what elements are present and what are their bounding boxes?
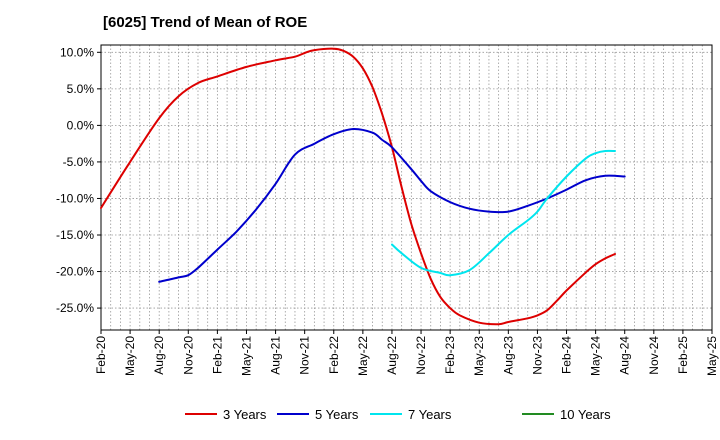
x-tick-label: May-23 <box>472 336 486 376</box>
y-tick-label: 5.0% <box>67 82 95 96</box>
y-tick-label: -15.0% <box>56 228 94 242</box>
y-tick-label: -20.0% <box>56 265 94 279</box>
x-tick-label: May-25 <box>705 336 719 376</box>
x-tick-label: Nov-22 <box>414 336 428 375</box>
x-tick-label: Feb-22 <box>327 336 341 374</box>
x-tick-label: Feb-24 <box>560 336 574 374</box>
x-tick-label: Aug-21 <box>269 336 283 375</box>
series-lines <box>100 47 626 326</box>
x-tick-label: Feb-21 <box>210 336 224 374</box>
x-tick-label: May-21 <box>239 336 253 376</box>
y-tick-label: -25.0% <box>56 301 94 315</box>
y-tick-labels: 10.0% 5.0% 0.0% -5.0% -10.0% -15.0% -20.0% -25.… <box>56 45 94 315</box>
x-tick-label: Nov-21 <box>298 336 312 375</box>
x-tick-label: Feb-23 <box>443 336 457 374</box>
x-tick-label: Nov-24 <box>647 336 661 375</box>
legend-label: 3 Years <box>223 407 267 422</box>
plot-frame <box>100 44 713 331</box>
x-tick-label: Aug-24 <box>618 336 632 375</box>
x-tick-label: Aug-20 <box>152 336 166 375</box>
y-tick-label: 10.0% <box>60 45 94 59</box>
x-tick-label: Nov-20 <box>181 336 195 375</box>
series-line-5-years <box>158 127 626 283</box>
y-tick-label: -10.0% <box>56 191 94 205</box>
x-tick-label: May-24 <box>589 336 603 376</box>
series-line-3-years <box>100 47 616 326</box>
y-tick-label: -5.0% <box>63 155 95 169</box>
legend-label: 10 Years <box>560 407 611 422</box>
legend-label: 7 Years <box>408 407 452 422</box>
x-tick-label: Feb-20 <box>94 336 108 374</box>
x-tick-label: Aug-23 <box>501 336 515 375</box>
x-tick-labels: Feb-20 May-20 Aug-20 Nov-20 Feb-21 May-21 Aug-… <box>94 336 719 376</box>
series-line-7-years <box>391 149 616 277</box>
grid-lines <box>101 45 712 330</box>
legend-label: 5 Years <box>315 407 359 422</box>
axes <box>97 44 713 334</box>
x-tick-label: Nov-23 <box>530 336 544 375</box>
x-tick-label: May-22 <box>356 336 370 376</box>
x-tick-label: Feb-25 <box>676 336 690 374</box>
x-tick-label: May-20 <box>123 336 137 376</box>
chart-title: [6025] Trend of Mean of ROE <box>103 14 308 31</box>
legend: 3 Years 5 Years 7 Years 10 Years <box>185 407 611 422</box>
y-tick-label: 0.0% <box>67 118 95 132</box>
x-tick-label: Aug-22 <box>385 336 399 375</box>
